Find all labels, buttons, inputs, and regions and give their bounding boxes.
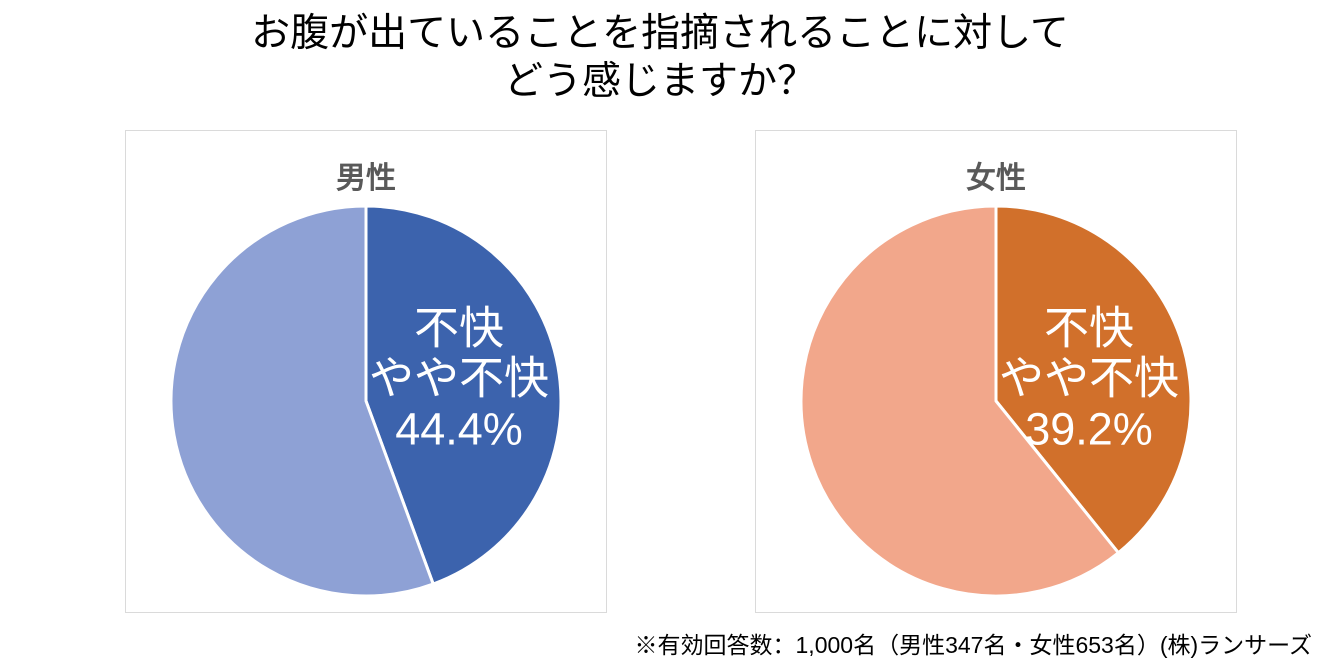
pie-chart-female (799, 204, 1193, 598)
pie-slice (994, 204, 1193, 555)
chart-card-male: 男性 不快 やや不快 44.4% (125, 130, 607, 613)
chart-card-female: 女性 不快 やや不快 39.2% (755, 130, 1237, 613)
pie-chart-male (169, 204, 563, 598)
pie-area-female: 不快 やや不快 39.2% (798, 203, 1194, 599)
pie-slice (364, 204, 563, 586)
pie-slice (169, 204, 435, 598)
pie-area-male: 不快 やや不快 44.4% (168, 203, 564, 599)
chart-title-female: 女性 (966, 162, 1026, 195)
pie-slice (799, 204, 1120, 598)
footnote: ※有効回答数：1,000名（男性347名・女性653名）(株)ランサーズ (634, 632, 1312, 658)
chart-title-male: 男性 (336, 162, 396, 195)
page-title: お腹が出ていることを指摘されることに対して どう感じますか？ (251, 12, 1069, 104)
